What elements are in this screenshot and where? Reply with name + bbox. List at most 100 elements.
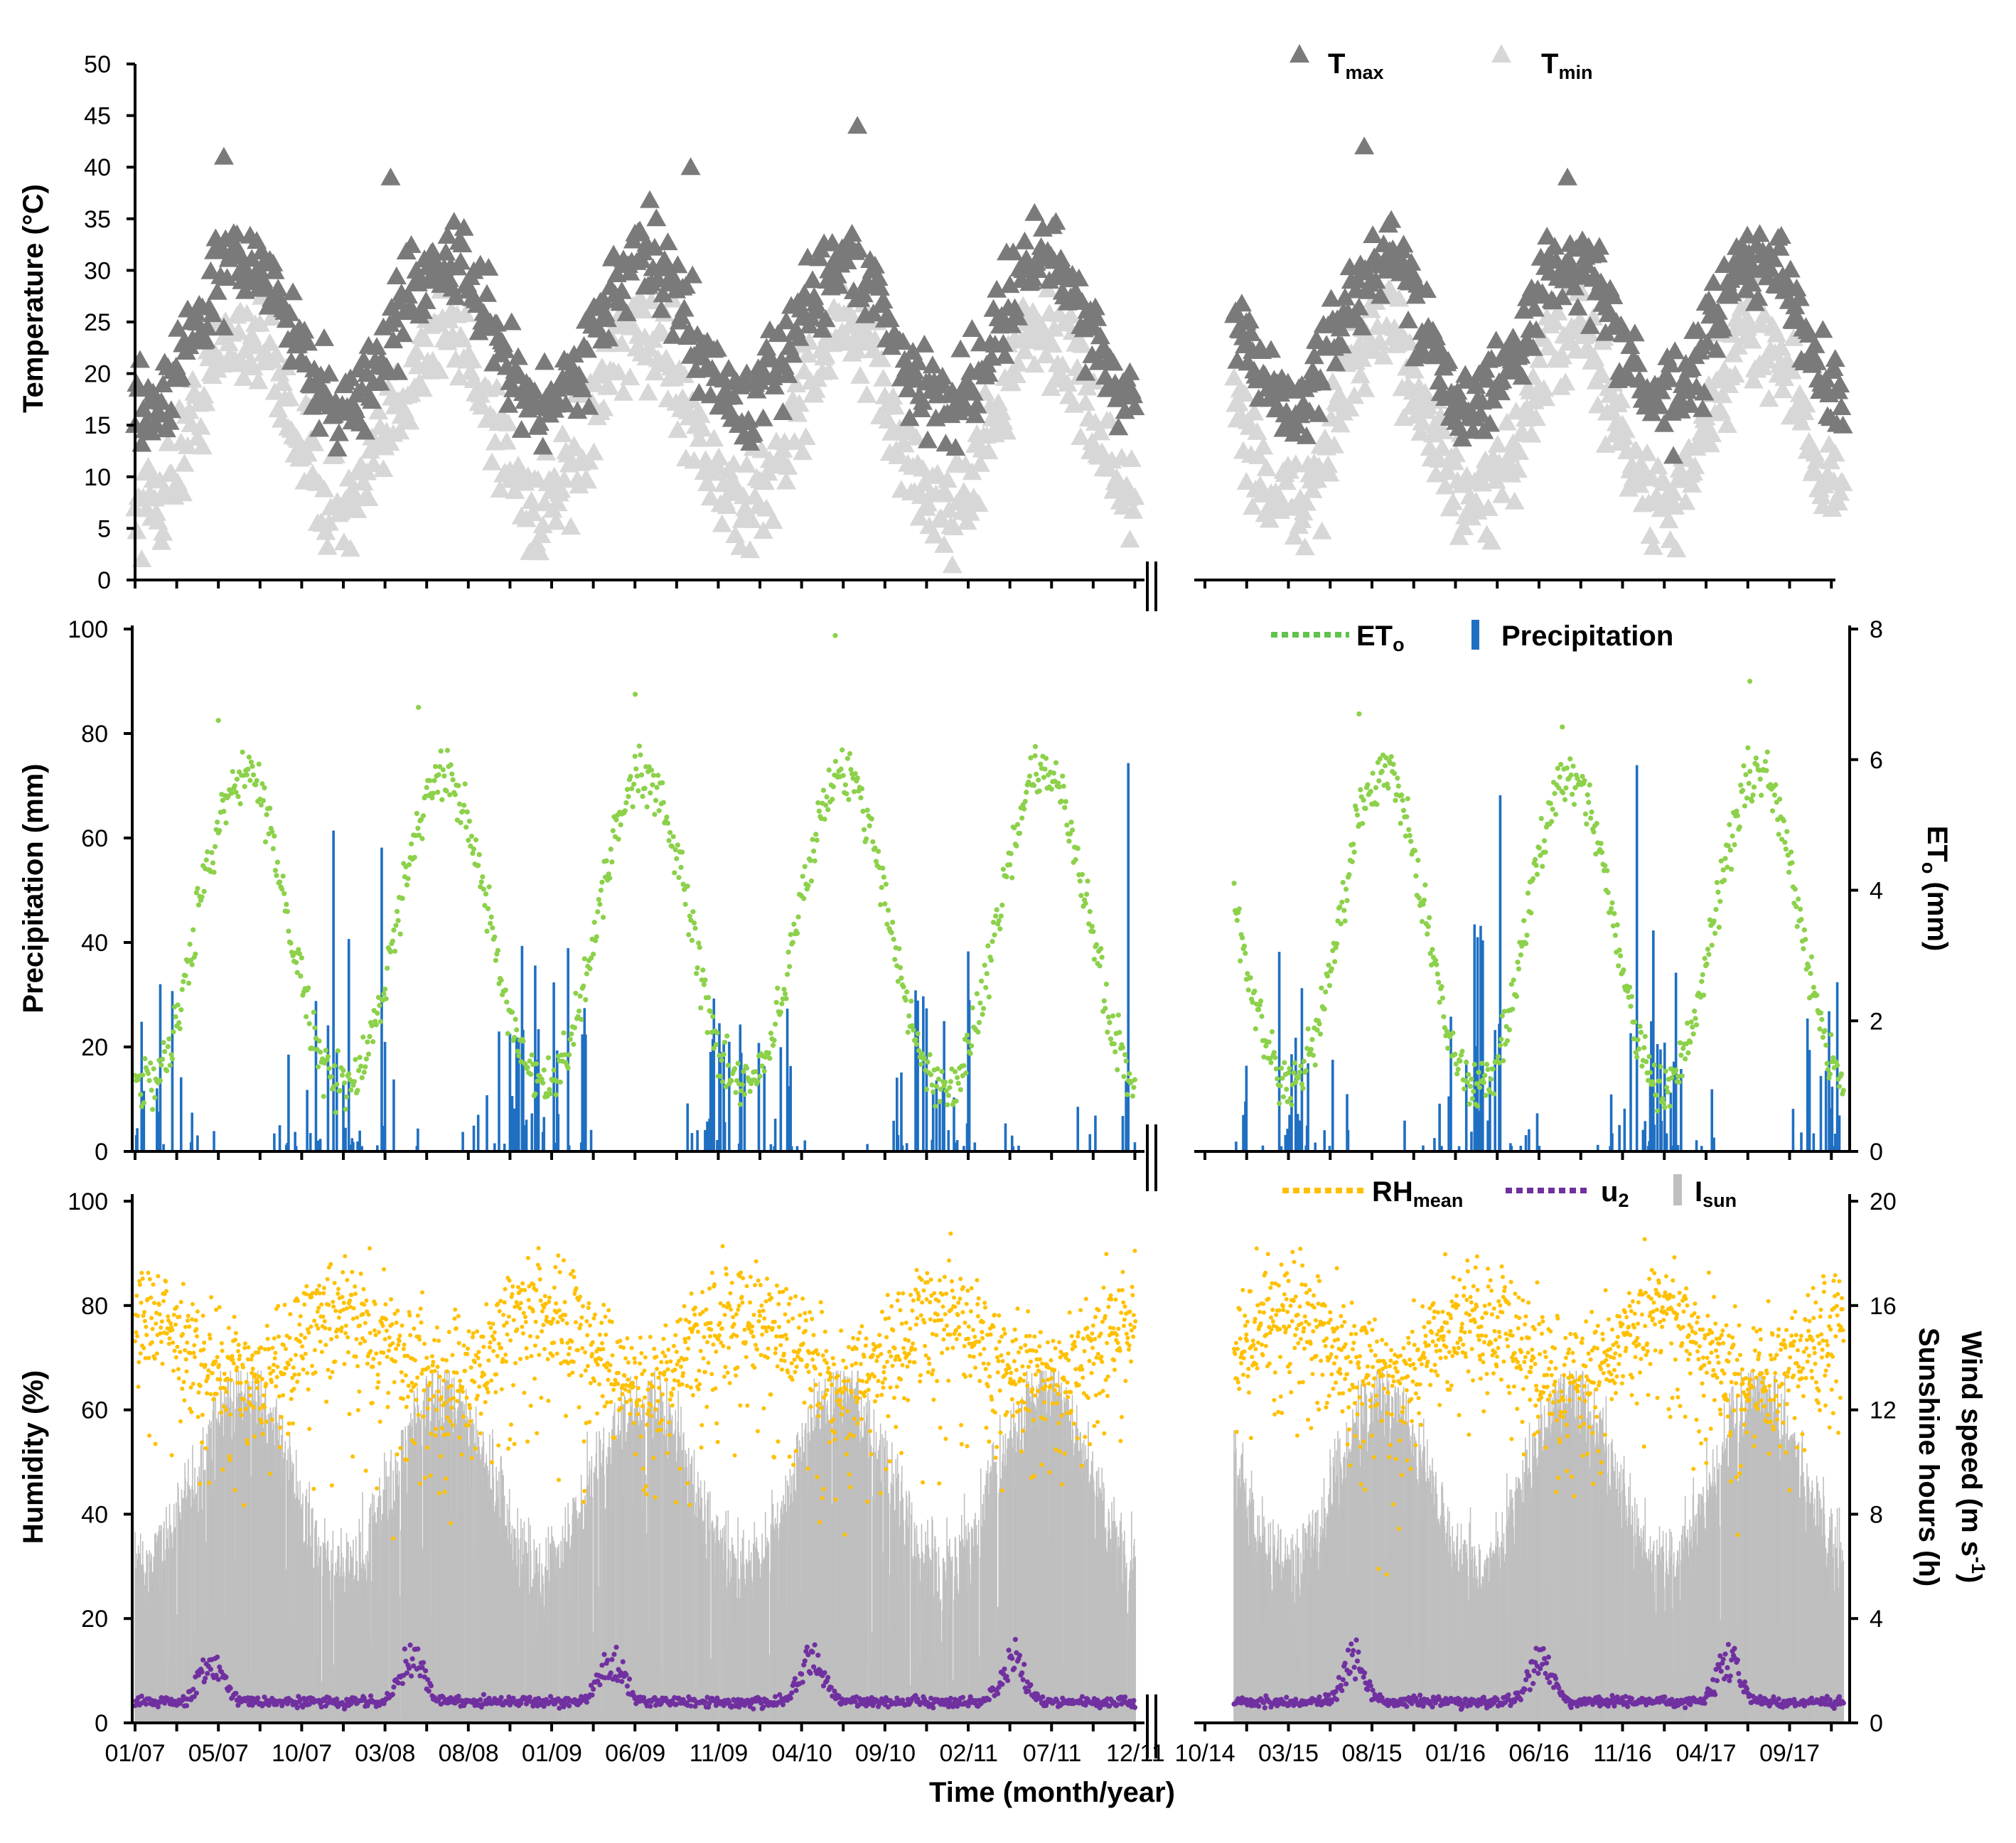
eto-point xyxy=(1776,832,1781,837)
eto-point xyxy=(852,770,858,777)
eto-point xyxy=(1693,1022,1700,1028)
eto-point xyxy=(996,918,1002,923)
isun-bar xyxy=(695,1493,697,1723)
eto-point xyxy=(1513,994,1520,999)
eto-point xyxy=(1598,841,1604,847)
eto-point xyxy=(1642,1033,1648,1039)
eto-point xyxy=(691,920,697,926)
eto-point xyxy=(440,767,446,773)
eto-point xyxy=(1326,982,1333,989)
precipitation-bar xyxy=(1808,1050,1811,1151)
eto-point xyxy=(1439,984,1444,989)
eto-point xyxy=(867,823,872,829)
eto-point xyxy=(852,789,857,795)
eto-point xyxy=(171,1029,176,1035)
tmax-marker xyxy=(1398,310,1419,328)
eto-point xyxy=(1664,1085,1670,1090)
eto-point xyxy=(1501,1058,1506,1064)
eto-point xyxy=(1754,762,1760,768)
eto-point xyxy=(247,778,253,783)
eto-point xyxy=(450,777,456,783)
eto-point xyxy=(1585,792,1590,797)
eto-point xyxy=(525,1065,530,1070)
eto-point xyxy=(598,887,604,893)
eto-point xyxy=(607,875,613,881)
precipitation-bar xyxy=(1470,1132,1473,1151)
eto-point xyxy=(608,847,613,852)
eto-point xyxy=(690,909,696,915)
eto-point xyxy=(915,1031,921,1036)
precipitation-bar xyxy=(931,1091,935,1151)
eto-point xyxy=(840,747,845,753)
precipitation-bar xyxy=(530,1113,534,1151)
eto-point xyxy=(1312,1062,1318,1068)
eto-point xyxy=(1730,833,1735,839)
eto-point xyxy=(1400,807,1407,813)
sunshine-bars xyxy=(134,1370,1845,1723)
eto-point xyxy=(1049,786,1054,792)
eto-point xyxy=(1749,798,1755,804)
eto-point xyxy=(1794,923,1800,930)
tmin-marker xyxy=(237,303,257,322)
eto-point xyxy=(759,1063,765,1069)
eto-point xyxy=(963,1070,969,1076)
eto-point xyxy=(274,873,279,878)
precipitation-bar xyxy=(1300,988,1304,1151)
eto-point xyxy=(195,886,200,891)
eto-point xyxy=(1452,1051,1458,1057)
tmin-marker xyxy=(883,387,904,405)
eto-point xyxy=(1361,797,1366,803)
temperature-y-tick-label: 25 xyxy=(84,309,111,336)
eto-point xyxy=(1621,967,1626,973)
eto-point xyxy=(1713,906,1719,913)
eto-point xyxy=(201,888,207,894)
eto-point xyxy=(744,1065,750,1071)
precipitation-y-label: Precipitation (mm) xyxy=(18,763,49,1013)
eto-point xyxy=(1562,797,1568,802)
eto-point xyxy=(361,1069,367,1075)
eto-point xyxy=(1085,878,1090,884)
eto-point xyxy=(1421,897,1427,903)
eto-point xyxy=(901,984,906,989)
isun-bar xyxy=(475,1406,477,1723)
eto-point xyxy=(573,990,579,996)
tmax-marker xyxy=(401,235,422,253)
eto-point xyxy=(229,790,235,796)
eto-point xyxy=(720,1079,726,1085)
eto-point xyxy=(692,925,698,931)
tmax-marker xyxy=(753,408,773,426)
tmin-marker xyxy=(704,429,724,447)
tmin-legend-marker xyxy=(1491,44,1511,63)
eto-point xyxy=(1751,784,1757,790)
eto-point xyxy=(138,1092,144,1097)
eto-point xyxy=(913,1037,918,1043)
eto-point xyxy=(1404,814,1410,820)
eto-point xyxy=(1445,1046,1451,1051)
eto-point xyxy=(165,1043,171,1050)
precipitation-bar xyxy=(1665,1133,1668,1151)
eto-point xyxy=(1734,808,1739,814)
eto-point xyxy=(1586,800,1592,805)
eto-point xyxy=(1499,1013,1505,1019)
eto-point xyxy=(358,1063,364,1069)
eto-point xyxy=(1651,1081,1656,1087)
eto-point xyxy=(1553,812,1559,817)
eto-point xyxy=(377,1019,384,1024)
eto-point xyxy=(1476,1085,1483,1090)
eto-point xyxy=(909,1023,915,1028)
eto-point xyxy=(553,1092,559,1097)
eto-point xyxy=(262,839,269,845)
eto-point xyxy=(1777,796,1783,802)
eto-point xyxy=(945,1092,951,1098)
tmin-marker xyxy=(127,521,147,539)
precipitation-y-tick-label: 80 xyxy=(81,721,108,748)
eto-point xyxy=(672,870,677,876)
precipitation-bar xyxy=(1629,1033,1632,1151)
eto-point xyxy=(1022,806,1027,812)
eto-point xyxy=(1688,1019,1694,1025)
eto-point xyxy=(1567,756,1573,762)
precipitation-bar xyxy=(789,1065,793,1151)
eto-point xyxy=(967,1051,973,1056)
